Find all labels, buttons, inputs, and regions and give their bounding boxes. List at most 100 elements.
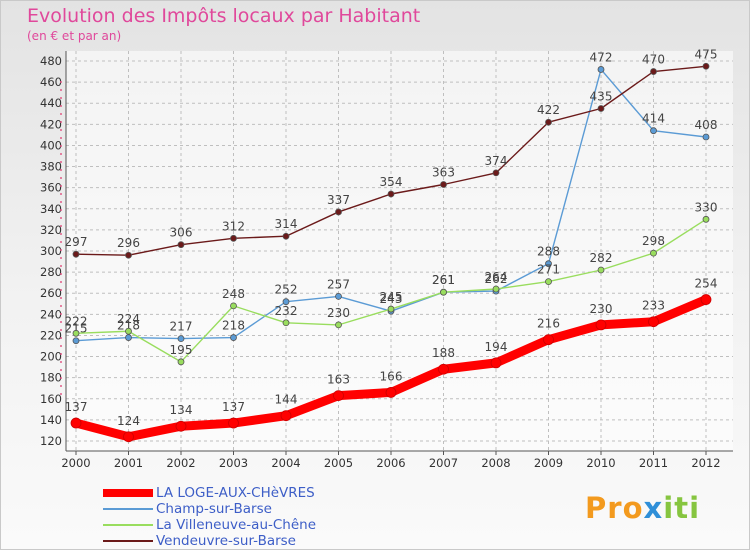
x-tick-label: 2004 [271,456,300,470]
data-label: 124 [117,414,140,428]
data-point [177,335,185,343]
data-label: 215 [65,322,88,336]
x-tick-label: 2012 [691,456,720,470]
legend-label: Vendeuvre-sur-Barse [156,533,296,549]
data-label: 134 [170,403,193,417]
data-label: 422 [537,103,560,117]
data-point [438,363,449,375]
legend-swatch [103,508,153,510]
data-point [230,334,237,341]
data-point [335,321,342,329]
data-point [597,266,605,274]
data-label: 232 [275,304,298,318]
x-tick-label: 2006 [376,456,405,470]
data-label: 330 [695,200,718,214]
data-point [385,387,397,398]
chart-subtitle: (en € et par an) [27,29,122,43]
data-label: 166 [380,369,403,383]
y-tick-label: 120 [40,434,62,448]
data-label: 306 [170,226,193,240]
data-label: 374 [485,154,508,168]
data-point [280,410,292,422]
x-tick-label: 2000 [61,456,90,470]
legend-swatch [103,524,153,526]
data-point [177,241,185,249]
y-tick-label: 200 [40,350,62,364]
y-tick-label: 400 [40,138,62,152]
data-label: 224 [117,312,140,326]
x-tick-label: 2011 [639,456,668,470]
data-label: 261 [432,273,455,287]
data-label: 254 [695,277,718,291]
logo-letter: x [643,491,664,525]
data-point [543,334,554,346]
data-point [72,250,80,258]
data-point [595,319,607,331]
data-label: 245 [380,290,403,304]
data-point [72,329,80,337]
x-tick-label: 2002 [166,456,195,470]
data-point [650,249,657,257]
data-label: 298 [642,234,665,248]
y-tick-label: 180 [40,371,62,385]
y-tick-label: 320 [40,223,62,237]
data-label: 337 [327,193,350,207]
data-point [70,417,82,429]
logo-letter: o [622,491,644,525]
legend-label: LA LOGE-AUX-CHèVRES [156,485,315,501]
data-label: 314 [275,217,298,231]
data-point [177,358,185,366]
data-label: 470 [642,53,665,67]
y-tick-label: 280 [40,265,62,279]
data-label: 144 [275,393,298,407]
data-point [282,319,290,327]
data-point [545,118,552,126]
data-point [700,294,712,305]
y-tick-label: 440 [40,96,62,110]
data-point [230,302,237,310]
data-point [387,190,395,198]
logo-letter: P [585,491,608,525]
data-point [545,278,552,286]
logo-letter: i [689,491,701,525]
y-tick-label: 160 [40,392,62,406]
data-label: 248 [222,287,245,301]
y-tick-label: 480 [40,54,62,68]
data-point [125,251,132,259]
chart-title: Evolution des Impôts locaux par Habitant [27,5,421,27]
x-tick-label: 2009 [534,456,563,470]
data-point [335,208,342,216]
data-label: 230 [327,306,350,320]
data-point [492,169,500,177]
data-point [440,288,447,296]
proxiti-logo: Proxiti [585,491,700,525]
y-tick-label: 260 [40,286,62,300]
data-point [492,285,500,293]
data-label: 257 [327,277,350,291]
data-point [282,232,290,240]
data-point [597,105,605,112]
y-tick-label: 360 [40,181,62,195]
data-label: 230 [590,302,613,316]
y-tick-label: 460 [40,75,62,89]
data-point [175,420,187,432]
data-label: 163 [327,373,350,387]
data-label: 271 [537,263,560,277]
data-label: 262 [485,272,508,286]
legend-item: LA LOGE-AUX-CHèVRES [103,485,316,501]
data-point [648,316,659,328]
data-point [335,292,342,300]
data-point [125,327,132,335]
data-label: 188 [432,346,455,360]
data-label: 233 [642,299,665,313]
data-label: 296 [117,236,140,250]
series-3: 297 296 306 312 314 337 354 363 374 422 435 470 475 [65,47,717,259]
data-label: 472 [590,50,613,64]
y-tick-label: 140 [40,413,62,427]
legend-swatch [103,540,153,542]
data-label: 312 [222,219,245,233]
data-label: 282 [590,251,613,265]
logo-letter: t [674,491,690,525]
